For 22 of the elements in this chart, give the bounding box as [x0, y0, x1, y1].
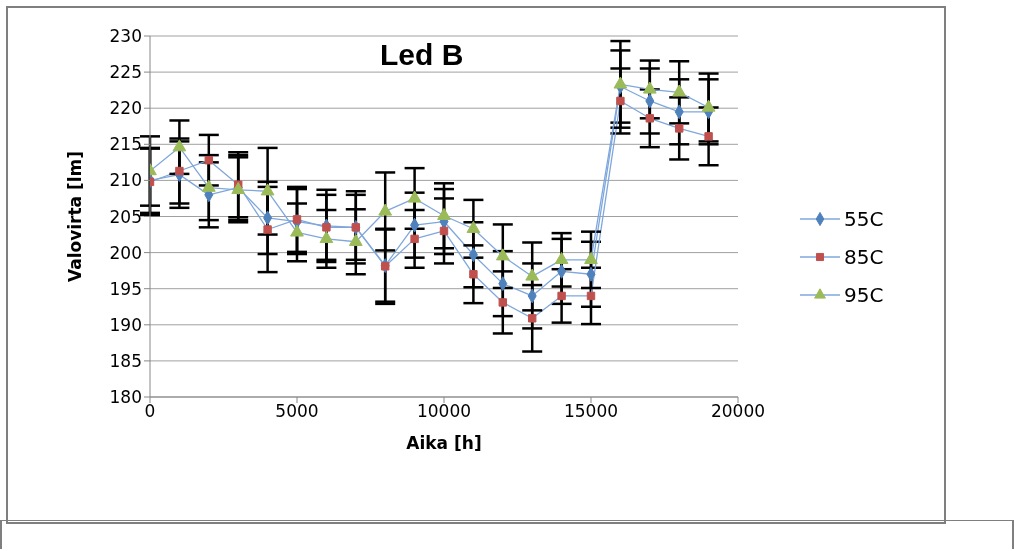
x-tick-label: 10000: [416, 401, 472, 422]
chart-title: Led B: [380, 38, 464, 72]
y-axis-title: Valovirta [lm]: [65, 150, 86, 283]
x-tick-label: 20000: [710, 401, 766, 422]
legend-label: 55C: [844, 207, 884, 231]
y-tick-label: 200: [109, 242, 142, 263]
x-axis-title: Aika [h]: [406, 433, 482, 453]
x-tick-label: 0: [144, 401, 156, 422]
y-tick-label: 230: [109, 26, 142, 47]
y-tick-label: 185: [109, 350, 142, 371]
y-tick-label: 210: [109, 170, 142, 191]
y-tick-label: 205: [109, 206, 142, 227]
y-tick-label: 225: [109, 62, 142, 83]
y-tick-label: 195: [109, 278, 142, 299]
legend-label: 95C: [844, 283, 884, 307]
y-tick-label: 215: [109, 134, 142, 155]
legend-label: 85C: [844, 245, 884, 269]
y-tick-label: 190: [109, 314, 142, 335]
y-tick-label: 180: [109, 387, 142, 408]
x-tick-label: 5000: [275, 401, 319, 422]
y-tick-label: 220: [109, 98, 142, 119]
x-tick-label: 15000: [563, 401, 619, 422]
